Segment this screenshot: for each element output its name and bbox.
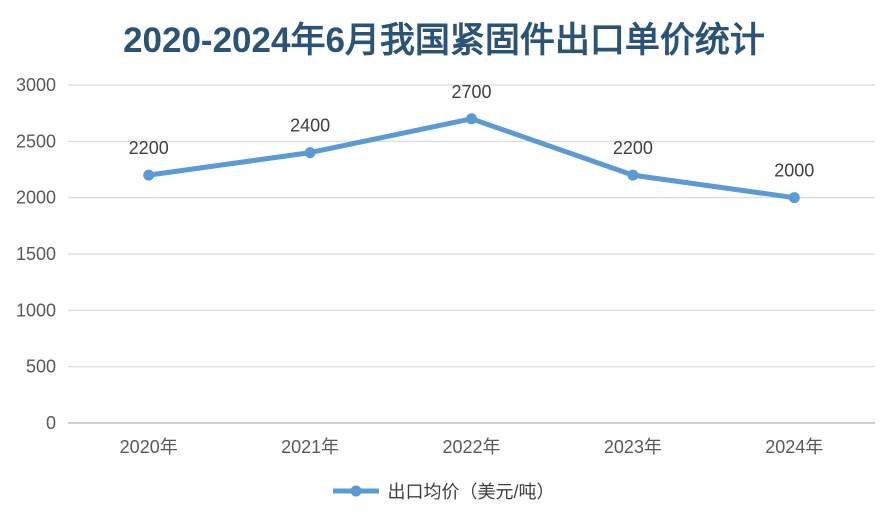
y-axis-tick-label: 2000 — [16, 188, 56, 208]
data-point-marker — [143, 169, 155, 181]
data-point-label: 2200 — [129, 138, 169, 158]
legend-line-marker-icon — [333, 485, 380, 497]
x-axis-tick-label: 2022年 — [442, 437, 500, 457]
y-axis-tick-label: 3000 — [16, 75, 56, 95]
y-axis-tick-label: 0 — [46, 413, 56, 433]
data-point-label: 2200 — [613, 138, 653, 158]
data-point-label: 2400 — [290, 116, 330, 136]
x-axis-tick-label: 2021年 — [281, 437, 339, 457]
data-point-marker — [466, 113, 477, 125]
data-point-marker — [304, 147, 316, 159]
legend-series-label: 出口均价（美元/吨） — [387, 482, 555, 502]
legend-marker-dot — [350, 485, 362, 497]
x-axis-tick-label: 2024年 — [765, 437, 823, 457]
x-axis-tick-label: 2020年 — [120, 437, 178, 457]
series-line — [146, 116, 797, 201]
chart-title: 2020-2024年6月我国紧固件出口单价统计 — [123, 21, 765, 60]
y-axis-tick-label: 500 — [26, 357, 56, 377]
data-point-marker — [788, 192, 800, 204]
y-axis-tick-label: 2500 — [16, 131, 56, 151]
data-point-label: 2000 — [774, 161, 814, 181]
data-point-marker — [627, 169, 639, 181]
x-axis-tick-label: 2023年 — [604, 437, 662, 457]
y-axis-tick-label: 1000 — [16, 300, 56, 320]
legend: 出口均价（美元/吨） — [0, 478, 888, 504]
y-axis-tick-label: 1500 — [16, 244, 56, 264]
data-point-label: 2700 — [451, 82, 491, 102]
